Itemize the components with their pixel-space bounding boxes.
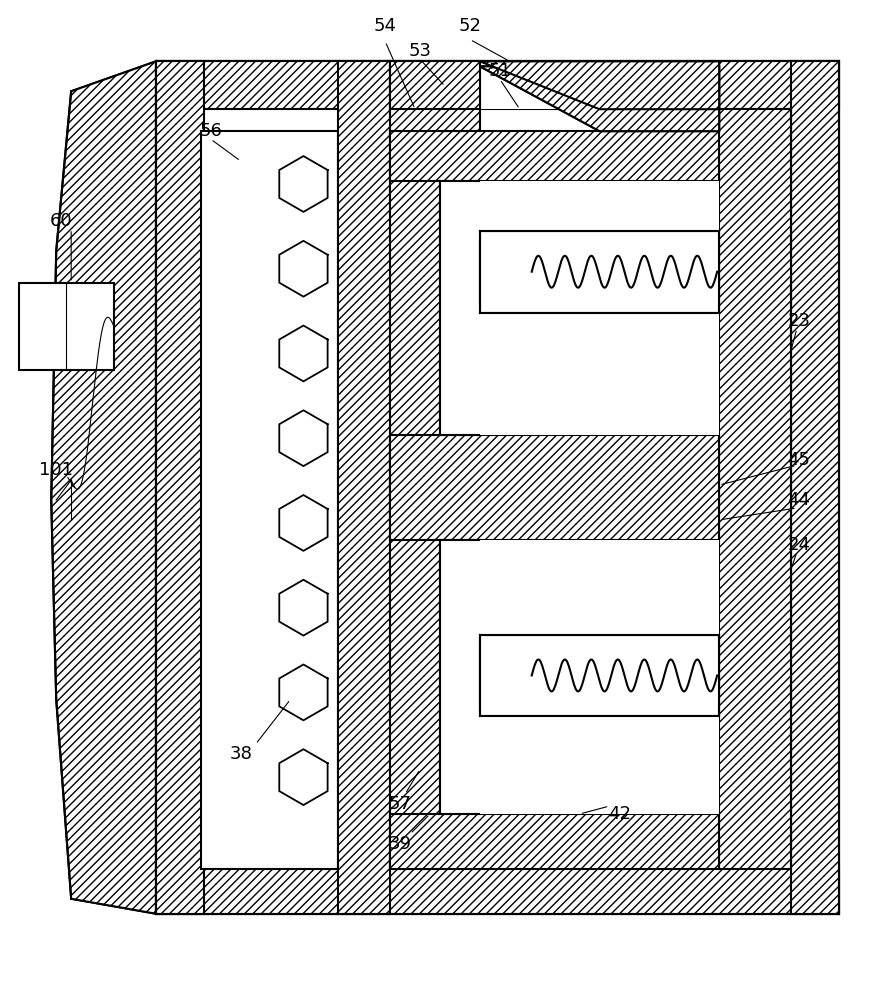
Bar [156,61,838,914]
Polygon shape [479,66,719,131]
Polygon shape [51,61,156,914]
Bar [390,131,440,869]
Bar [390,435,719,540]
Bar [479,181,719,231]
Text: 38: 38 [229,745,252,763]
Bar [156,61,838,914]
Bar [479,231,719,313]
Text: 52: 52 [458,17,481,35]
Bar [440,540,479,814]
Text: 39: 39 [388,835,411,853]
Text: 45: 45 [787,451,809,469]
Text: 24: 24 [787,536,809,554]
Text: 57: 57 [388,795,411,813]
Text: 60: 60 [50,212,72,230]
Polygon shape [479,66,719,131]
Bar [479,635,719,716]
Bar [156,61,838,109]
Bar [156,61,204,914]
Bar [338,61,390,914]
Bar [390,66,479,131]
Bar [479,716,719,814]
Bar [719,109,790,869]
Text: 42: 42 [607,805,630,823]
Polygon shape [479,61,719,109]
Bar [479,645,531,706]
Bar [390,61,719,109]
Bar [479,540,719,635]
Text: 101: 101 [39,461,73,479]
Text: 51: 51 [488,62,510,80]
Bar [531,238,719,306]
Text: 23: 23 [787,312,809,330]
Bar [156,866,838,914]
Polygon shape [72,61,156,914]
Bar [390,814,719,869]
Text: 56: 56 [199,122,222,140]
Bar [479,313,719,435]
Bar [479,241,531,303]
Bar [200,131,338,869]
Bar [790,61,838,914]
Text: 54: 54 [374,17,396,35]
Bar [531,642,719,709]
Bar [390,61,479,109]
Text: 53: 53 [409,42,431,60]
Bar [440,181,479,435]
Bar [390,131,719,181]
Bar [20,283,114,370]
Text: 44: 44 [787,491,809,509]
